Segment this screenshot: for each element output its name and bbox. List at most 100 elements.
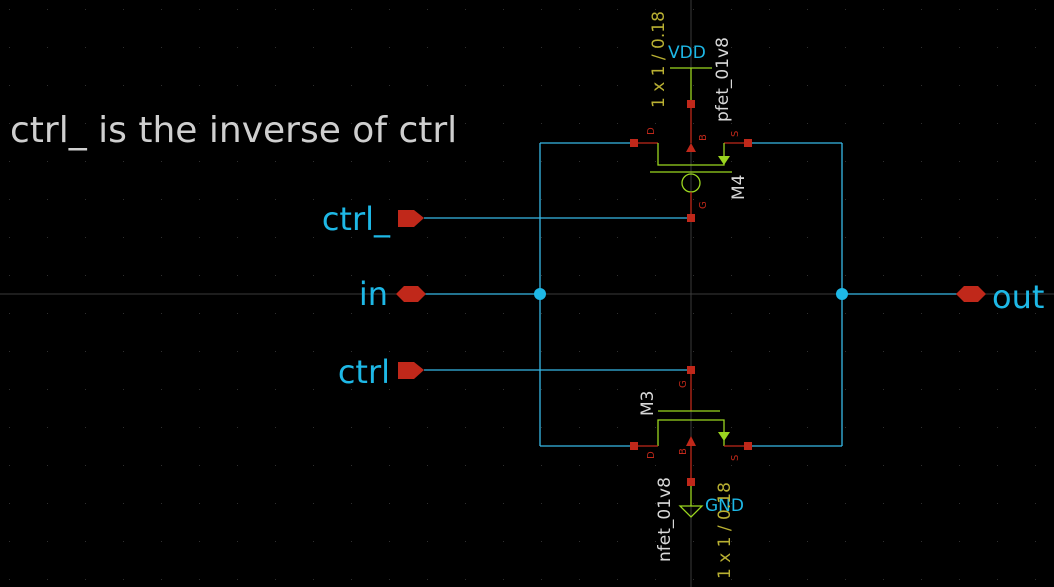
grid-dot — [579, 465, 580, 466]
grid-dot — [503, 85, 504, 86]
grid-dot — [199, 275, 200, 276]
grid-dot — [693, 427, 694, 428]
grid-dot — [845, 9, 846, 10]
grid-dot — [427, 123, 428, 124]
grid-dot — [9, 389, 10, 390]
grid-dot — [123, 389, 124, 390]
grid-dot — [503, 503, 504, 504]
pmos-m4[interactable]: VDD D B S G 1 x 1 / 0.18 pfet_01v8 M4 — [630, 11, 752, 222]
grid-dot — [807, 389, 808, 390]
grid-dot — [465, 123, 466, 124]
grid-dot — [693, 85, 694, 86]
grid-dot — [693, 199, 694, 200]
grid-dot — [427, 427, 428, 428]
grid-dot — [47, 503, 48, 504]
grid-dot — [503, 237, 504, 238]
grid-dot — [807, 237, 808, 238]
grid-dot — [617, 579, 618, 580]
grid-dot — [731, 465, 732, 466]
port-out[interactable]: out — [956, 278, 1044, 316]
wires — [424, 142, 958, 447]
grid-dot — [389, 503, 390, 504]
grid-dot — [351, 351, 352, 352]
grid-dot — [921, 85, 922, 86]
grid-dot — [845, 541, 846, 542]
grid-dot — [389, 85, 390, 86]
grid-dot — [617, 427, 618, 428]
grid-dot — [883, 313, 884, 314]
grid-dot — [731, 123, 732, 124]
port-ctrl-n[interactable]: ctrl_ — [322, 200, 424, 238]
grid-dot — [237, 199, 238, 200]
grid-dot — [351, 313, 352, 314]
grid-dot — [655, 465, 656, 466]
grid-dot — [9, 123, 10, 124]
grid-dot — [161, 503, 162, 504]
grid-dot — [769, 9, 770, 10]
grid-dot — [351, 123, 352, 124]
grid-dot — [617, 351, 618, 352]
grid-dot — [237, 47, 238, 48]
grid-dot — [731, 9, 732, 10]
grid-dot — [9, 275, 10, 276]
grid-dot — [313, 199, 314, 200]
grid-dot — [237, 427, 238, 428]
pmos-pin-g: G — [698, 201, 709, 209]
grid-dot — [579, 47, 580, 48]
grid-dot — [541, 503, 542, 504]
grid-dot — [921, 541, 922, 542]
grid-dot — [997, 161, 998, 162]
pmos-source-pin — [744, 139, 752, 147]
grid-dot — [959, 427, 960, 428]
grid-dot — [807, 313, 808, 314]
ground-icon — [678, 505, 704, 518]
grid-dot — [807, 161, 808, 162]
port-ctrl[interactable]: ctrl — [338, 353, 424, 391]
grid-dot — [807, 9, 808, 10]
grid-dot — [959, 465, 960, 466]
grid-dot — [1035, 351, 1036, 352]
grid-dot — [47, 85, 48, 86]
grid-dot — [997, 237, 998, 238]
grid-dot — [465, 427, 466, 428]
grid-dot — [883, 123, 884, 124]
vdd-label: VDD — [668, 43, 706, 63]
grid-dot — [313, 313, 314, 314]
schematic-note[interactable]: ctrl_ is the inverse of ctrl — [10, 110, 457, 151]
grid-dot — [47, 47, 48, 48]
grid-dot — [237, 579, 238, 580]
port-in[interactable]: in — [359, 275, 426, 313]
grid-dot — [427, 237, 428, 238]
grid-dot — [161, 427, 162, 428]
grid-dot — [465, 275, 466, 276]
grid-dot — [85, 465, 86, 466]
grid-dot — [275, 389, 276, 390]
grid-dot — [1035, 541, 1036, 542]
input-port-icon — [398, 210, 424, 227]
grid-dot — [617, 199, 618, 200]
grid-dot — [237, 9, 238, 10]
grid-dot — [85, 123, 86, 124]
grid-dot — [85, 389, 86, 390]
gnd-pin — [687, 478, 695, 486]
nmos-m3[interactable]: GND G D B S M3 nfet_01v8 1 x 1 / 0.18 — [630, 366, 752, 579]
port-in-label: in — [359, 275, 388, 313]
grid-dot — [693, 465, 694, 466]
pmos-pin-d: D — [646, 127, 657, 135]
nmos-instance: M3 — [638, 391, 658, 416]
grid-dot — [47, 161, 48, 162]
grid-dot — [47, 123, 48, 124]
grid-dot — [465, 579, 466, 580]
pmos-size: 1 x 1 / 0.18 — [649, 11, 669, 108]
grid-dot — [959, 237, 960, 238]
grid-dot — [997, 579, 998, 580]
grid-dot — [237, 503, 238, 504]
input-port-icon — [398, 362, 424, 379]
grid-dot — [465, 351, 466, 352]
grid-dot — [997, 465, 998, 466]
grid-dot — [883, 85, 884, 86]
grid-dot — [769, 541, 770, 542]
port-out-label: out — [992, 278, 1044, 316]
grid-dot — [199, 503, 200, 504]
grid-dot — [123, 85, 124, 86]
